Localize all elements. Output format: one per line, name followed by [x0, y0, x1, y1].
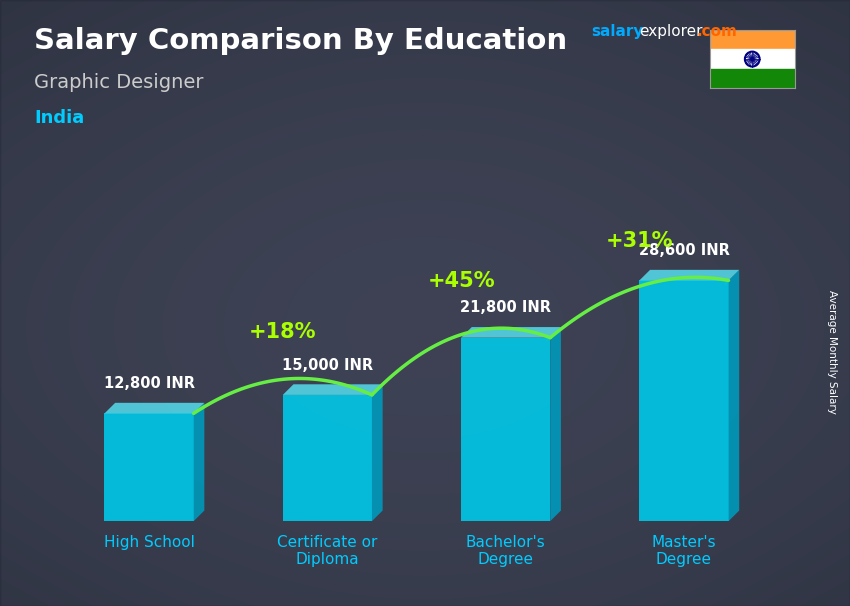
- Text: 12,800 INR: 12,800 INR: [104, 376, 195, 391]
- Text: 28,600 INR: 28,600 INR: [638, 243, 729, 258]
- Polygon shape: [105, 403, 204, 413]
- Text: 21,800 INR: 21,800 INR: [460, 301, 551, 315]
- Text: salary: salary: [591, 24, 643, 39]
- Polygon shape: [728, 270, 739, 521]
- Text: 15,000 INR: 15,000 INR: [282, 358, 373, 373]
- Text: explorer: explorer: [639, 24, 703, 39]
- Bar: [710, 50, 795, 68]
- Text: +45%: +45%: [428, 271, 495, 291]
- Polygon shape: [461, 327, 561, 338]
- Bar: [461, 338, 550, 521]
- Bar: [710, 30, 795, 50]
- Text: Graphic Designer: Graphic Designer: [34, 73, 203, 92]
- Polygon shape: [550, 327, 561, 521]
- Text: +18%: +18%: [249, 322, 316, 342]
- Polygon shape: [639, 270, 740, 281]
- Bar: [710, 68, 795, 88]
- Text: Salary Comparison By Education: Salary Comparison By Education: [34, 27, 567, 55]
- Polygon shape: [372, 384, 382, 521]
- Bar: [283, 395, 372, 521]
- Text: India: India: [34, 109, 84, 127]
- Text: Average Monthly Salary: Average Monthly Salary: [827, 290, 837, 413]
- Polygon shape: [283, 384, 382, 395]
- Bar: [105, 413, 194, 521]
- Text: .com: .com: [697, 24, 738, 39]
- Circle shape: [751, 58, 754, 61]
- Text: +31%: +31%: [605, 231, 673, 251]
- Bar: [639, 281, 728, 521]
- Polygon shape: [194, 403, 204, 521]
